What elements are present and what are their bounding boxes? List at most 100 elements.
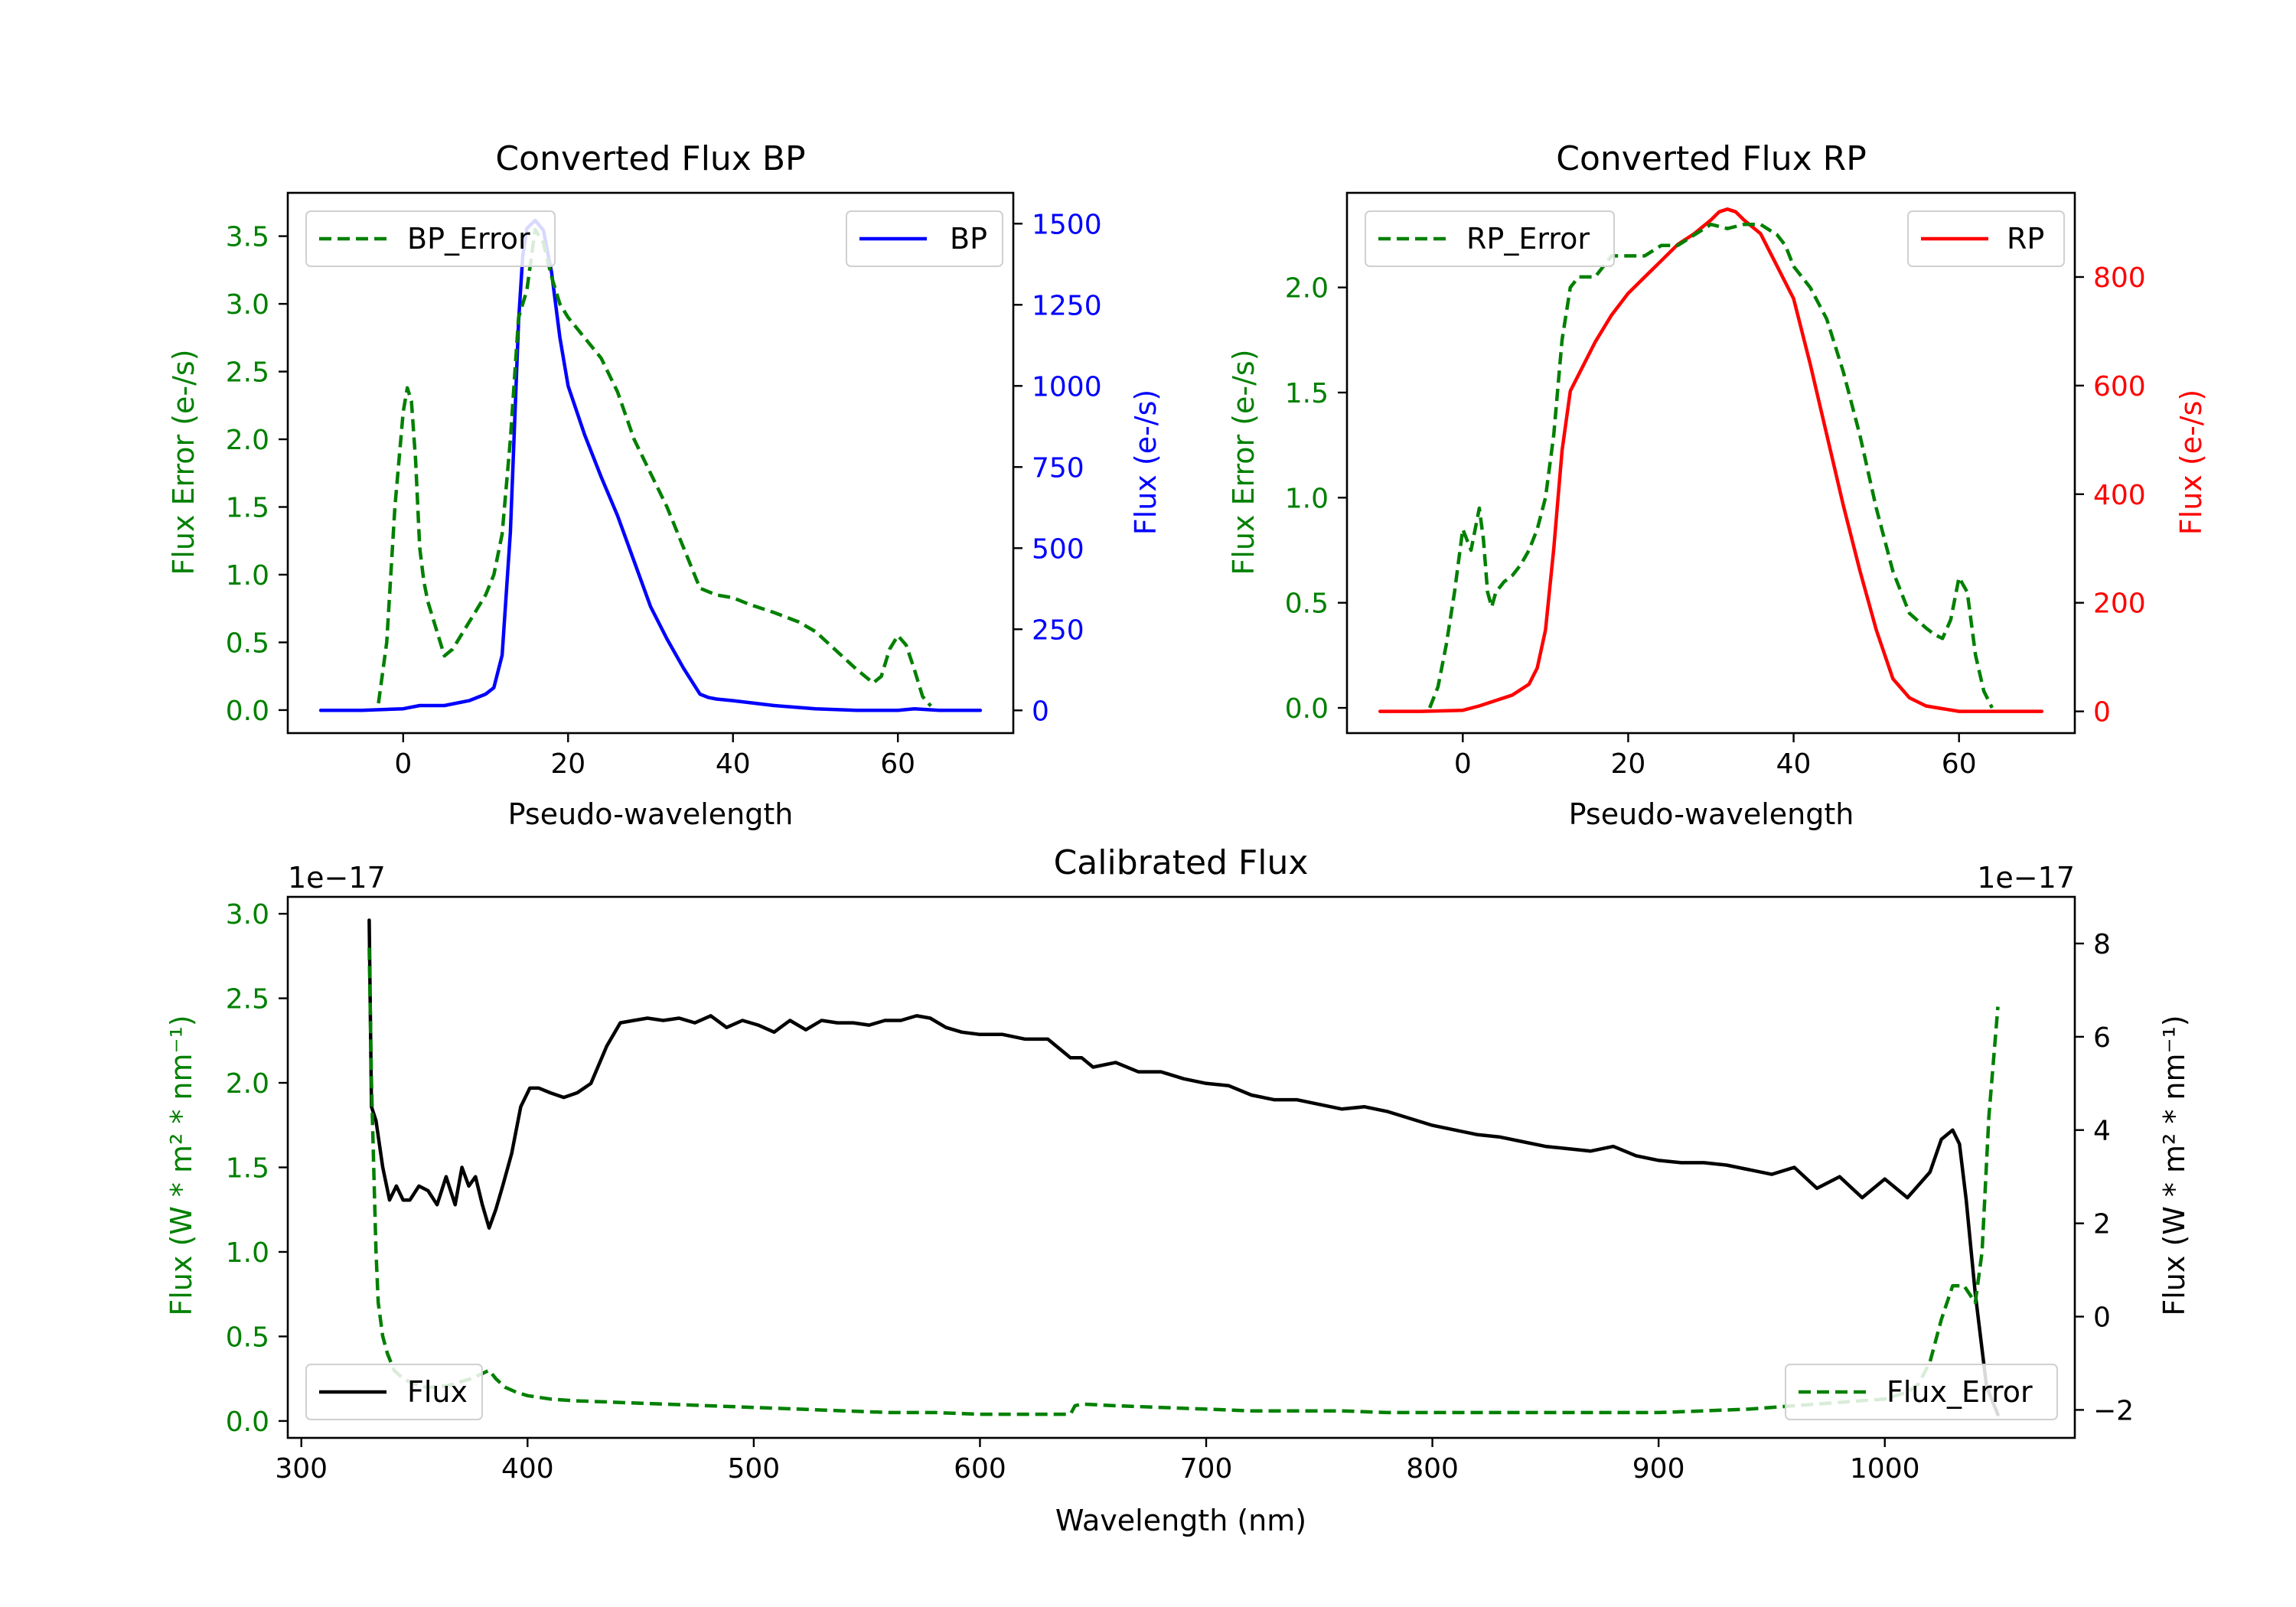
cal-right-tick-label: 4	[2093, 1116, 2111, 1147]
rp-left-tick-label: 1.5	[1285, 378, 1329, 409]
bp-x-tick-label: 60	[880, 748, 915, 780]
bp-series-bp-line	[318, 218, 983, 712]
rp-left-tick-label: 2.0	[1285, 273, 1329, 305]
rp-x-ticks: 0 20 40 60	[1454, 733, 1977, 780]
cal-legend-flux-label: Flux	[407, 1375, 468, 1409]
cal-xlabel: Wavelength (nm)	[1055, 1504, 1306, 1537]
cal-right-ticks: −2 0 2 4 6 8	[2075, 929, 2134, 1426]
cal-left-offset: 1e−17	[288, 861, 386, 895]
rp-x-tick-label: 20	[1611, 748, 1646, 780]
cal-legend-left: Flux	[305, 1364, 483, 1420]
bp-legend-error-label: BP_Error	[407, 222, 530, 256]
bp-title: Converted Flux BP	[495, 139, 805, 178]
cal-x-ticks: 300 400 500 600 700 800 900 1000	[275, 1438, 1920, 1485]
rp-right-tick-label: 200	[2093, 588, 2146, 620]
rp-right-tick-label: 600	[2093, 371, 2146, 403]
cal-x-tick-label: 700	[1180, 1453, 1233, 1485]
rp-x-tick-label: 40	[1776, 748, 1812, 780]
bp-x-ticks: 0 20 40 60	[394, 733, 915, 780]
cal-x-tick-label: 500	[728, 1453, 781, 1485]
cal-right-tick-label: 2	[2093, 1209, 2111, 1240]
rp-right-tick-label: 800	[2093, 262, 2146, 294]
cal-legend-error-label: Flux_Error	[1887, 1375, 2033, 1409]
cal-right-tick-label: 0	[2093, 1302, 2111, 1334]
bp-right-axis-label: Flux (e-/s)	[1129, 390, 1163, 535]
rp-right-tick-label: 0	[2093, 697, 2111, 729]
bp-x-tick-label: 40	[716, 748, 751, 780]
bp-right-tick-label: 500	[1032, 533, 1084, 565]
bp-right-tick-label: 1500	[1032, 209, 1102, 240]
rp-series-rp-error-line	[1428, 222, 1994, 709]
rp-left-axis-label: Flux Error (e-/s)	[1227, 349, 1261, 575]
cal-left-tick-label: 0.0	[226, 1407, 269, 1438]
rp-left-tick-label: 1.0	[1285, 483, 1329, 514]
rp-x-tick-label: 60	[1942, 748, 1977, 780]
bp-left-tick-label: 2.5	[226, 357, 269, 389]
rp-right-axis-label: Flux (e-/s)	[2174, 390, 2208, 535]
bp-left-tick-label: 1.0	[226, 560, 269, 592]
bp-axes-frame	[286, 191, 1015, 735]
rp-xlabel: Pseudo-wavelength	[1569, 797, 1854, 831]
cal-right-offset: 1e−17	[1977, 861, 2075, 895]
rp-legend-error-label: RP_Error	[1466, 222, 1590, 256]
bp-left-tick-label: 3.5	[226, 222, 269, 253]
bp-right-tick-label: 250	[1032, 614, 1084, 646]
bp-left-tick-label: 1.5	[226, 493, 269, 524]
rp-legend-left: RP_Error	[1365, 210, 1615, 267]
cal-left-tick-label: 2.5	[226, 984, 269, 1015]
rp-panel: Converted Flux RP Pseudo-wavelength Flux…	[1227, 139, 2208, 831]
rp-legend-right: RP	[1907, 210, 2065, 267]
bp-right-tick-label: 750	[1032, 452, 1084, 484]
cal-right-tick-label: 6	[2093, 1022, 2111, 1054]
bp-x-tick-label: 20	[550, 748, 585, 780]
cal-axes-frame	[286, 895, 2076, 1439]
cal-left-axis-label: Flux (W * m² * nm⁻¹)	[165, 1015, 198, 1315]
cal-left-tick-label: 1.5	[226, 1153, 269, 1185]
bp-series	[318, 218, 983, 712]
bp-legend-flux-label: BP	[950, 222, 987, 256]
cal-left-tick-label: 0.5	[226, 1322, 269, 1353]
rp-left-tick-label: 0.0	[1285, 693, 1329, 725]
rp-legend-flux-label: RP	[2007, 222, 2044, 256]
cal-left-tick-label: 2.0	[226, 1068, 269, 1100]
bp-legend-right: BP	[846, 210, 1003, 267]
bp-right-tick-label: 1250	[1032, 290, 1102, 321]
cal-left-tick-label: 3.0	[226, 899, 269, 931]
cal-x-tick-label: 800	[1406, 1453, 1459, 1485]
bp-legend-left: BP_Error	[305, 210, 556, 267]
rp-x-tick-label: 0	[1454, 748, 1472, 780]
cal-x-tick-label: 1000	[1850, 1453, 1920, 1485]
cal-legend-right: Flux_Error	[1785, 1364, 2058, 1420]
bp-xlabel: Pseudo-wavelength	[508, 797, 794, 831]
bp-left-tick-label: 0.5	[226, 627, 269, 659]
cal-series-flux-line	[367, 918, 2000, 1416]
bp-left-tick-label: 0.0	[226, 696, 269, 727]
cal-left-ticks: 0.0 0.5 1.0 1.5 2.0 2.5 3.0	[226, 899, 288, 1438]
cal-x-tick-label: 400	[501, 1453, 554, 1485]
rp-left-tick-label: 0.5	[1285, 588, 1329, 620]
bp-panel: Converted Flux BP Pseudo-wavelength Flux…	[167, 139, 1163, 831]
bp-left-ticks: 0.0 0.5 1.0 1.5 2.0 2.5 3.0 3.5	[226, 222, 288, 727]
bp-right-ticks: 0 250 500 750 1000 1250 1500	[1013, 209, 1102, 727]
cal-left-tick-label: 1.0	[226, 1237, 269, 1269]
rp-series	[1378, 207, 2044, 713]
cal-title: Calibrated Flux	[1054, 843, 1309, 882]
cal-panel: Calibrated Flux Wavelength (nm) 1e−17 1e…	[165, 843, 2191, 1537]
cal-right-tick-label: −2	[2093, 1395, 2134, 1426]
cal-x-tick-label: 900	[1632, 1453, 1685, 1485]
rp-axes-frame	[1345, 191, 2076, 735]
bp-x-tick-label: 0	[394, 748, 412, 780]
rp-left-ticks: 0.0 0.5 1.0 1.5 2.0	[1285, 273, 1347, 725]
cal-right-tick-label: 8	[2093, 929, 2111, 960]
bp-right-tick-label: 0	[1032, 696, 1049, 727]
bp-left-tick-label: 2.0	[226, 425, 269, 456]
cal-right-axis-label: Flux (W * m² * nm⁻¹)	[2157, 1015, 2191, 1315]
cal-x-tick-label: 600	[954, 1453, 1006, 1485]
bp-right-tick-label: 1000	[1032, 371, 1102, 403]
bp-left-tick-label: 3.0	[226, 289, 269, 321]
bp-series-bp-error-line	[377, 227, 932, 708]
rp-series-rp-line	[1378, 207, 2044, 713]
rp-right-ticks: 0 200 400 600 800	[2075, 262, 2146, 729]
bp-left-axis-label: Flux Error (e-/s)	[167, 349, 201, 575]
